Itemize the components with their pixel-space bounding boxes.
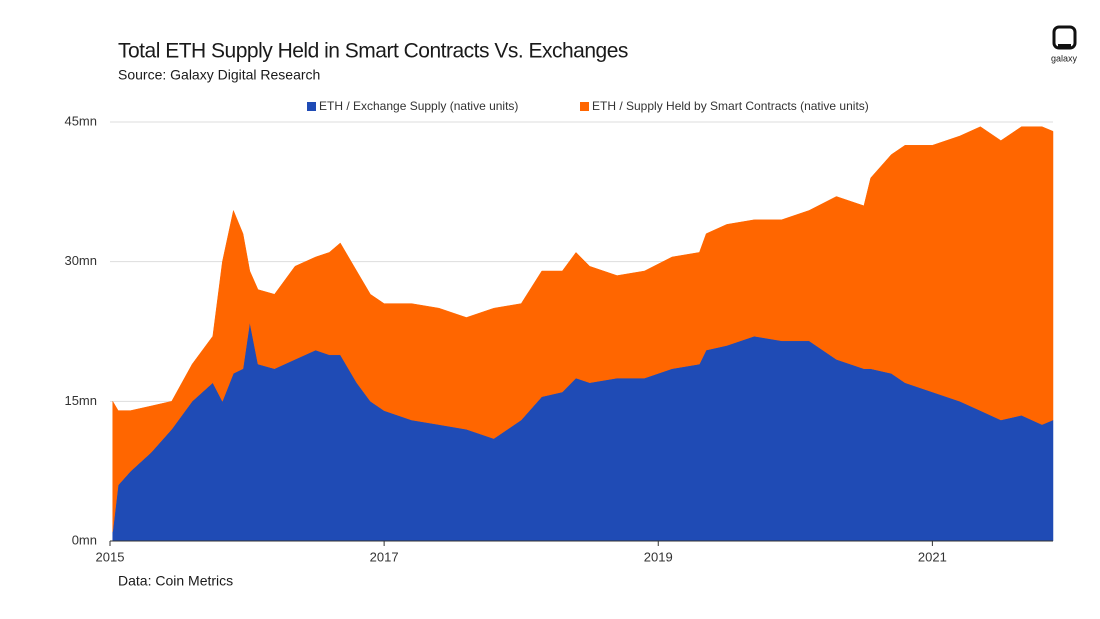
- y-tick-label: 30mn: [64, 253, 97, 268]
- y-tick-label: 15mn: [64, 393, 97, 408]
- legend-swatch: [580, 102, 589, 111]
- x-tick-label: 2017: [370, 549, 399, 564]
- logo: galaxy: [1051, 25, 1078, 63]
- x-tick-label: 2019: [644, 549, 673, 564]
- y-tick-label: 0mn: [72, 532, 97, 547]
- source-note: Data: Coin Metrics: [118, 573, 233, 589]
- legend-label: ETH / Exchange Supply (native units): [319, 99, 518, 113]
- y-tick-label: 45mn: [64, 113, 97, 128]
- logo-text: galaxy: [1051, 53, 1078, 63]
- area: [112, 126, 1054, 532]
- logo-icon-bar: [1058, 44, 1071, 49]
- chart-subtitle: Source: Galaxy Digital Research: [118, 67, 320, 83]
- x-tick-label: 2015: [96, 549, 125, 564]
- legend-swatch: [307, 102, 316, 111]
- x-tick-label: 2021: [918, 549, 947, 564]
- legend-item: ETH / Supply Held by Smart Contracts (na…: [580, 99, 869, 113]
- legend-item: ETH / Exchange Supply (native units): [307, 99, 518, 113]
- legend-label: ETH / Supply Held by Smart Contracts (na…: [592, 99, 869, 113]
- chart-title: Total ETH Supply Held in Smart Contracts…: [118, 40, 628, 63]
